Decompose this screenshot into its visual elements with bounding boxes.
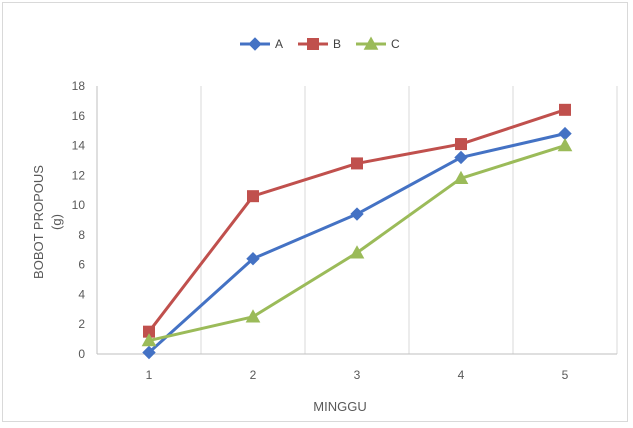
data-point-b — [247, 190, 259, 203]
y-axis-title-line1: BOBOT PROPOUS — [31, 165, 46, 279]
data-point-b — [351, 157, 363, 170]
gridlines — [200, 86, 618, 354]
legend-item-c: C — [356, 36, 400, 51]
y-axis-title-line2: (g) — [49, 214, 64, 230]
legend-label-c: C — [391, 37, 400, 51]
x-tick-label: 2 — [250, 368, 257, 382]
data-point-c — [141, 333, 157, 347]
series-b — [143, 103, 571, 338]
legend-marker-a — [248, 37, 262, 51]
y-tick-label: 14 — [72, 139, 86, 153]
data-point-b — [559, 103, 571, 116]
y-tick-label: 10 — [72, 198, 86, 212]
legend-item-b: B — [298, 37, 341, 51]
data-point-a — [558, 126, 572, 141]
series-c — [141, 138, 573, 347]
x-tick-label: 3 — [354, 368, 361, 382]
x-tick-label: 5 — [562, 368, 569, 382]
data-point-a — [246, 252, 260, 266]
y-tick-labels: 0 2 4 6 8 10 12 14 16 18 — [72, 79, 86, 361]
data-point-c — [557, 138, 573, 152]
legend-marker-c — [363, 36, 379, 50]
data-point-b — [455, 138, 467, 151]
legend: A B C — [240, 36, 400, 51]
legend-item-a: A — [240, 37, 283, 51]
legend-label-a: A — [275, 37, 283, 51]
series-group — [141, 103, 573, 360]
x-tick-labels: 1 2 3 4 5 — [146, 368, 569, 382]
y-tick-label: 18 — [72, 79, 86, 93]
data-point-a — [350, 207, 364, 221]
y-tick-label: 8 — [78, 228, 85, 242]
chart-frame — [2, 2, 628, 422]
y-tick-label: 12 — [72, 168, 86, 182]
data-point-c — [349, 245, 365, 259]
legend-label-b: B — [333, 37, 341, 51]
y-tick-label: 0 — [78, 347, 85, 361]
legend-marker-b — [307, 38, 319, 50]
data-point-c — [245, 309, 261, 323]
x-axis-title: MINGGU — [313, 399, 366, 414]
y-tick-label: 2 — [78, 317, 85, 331]
y-tick-label: 16 — [72, 109, 86, 123]
data-point-a — [454, 150, 468, 165]
series-line-c — [148, 144, 566, 343]
x-tick-label: 4 — [458, 368, 465, 382]
data-point-a — [142, 345, 156, 360]
x-tick-label: 1 — [146, 368, 153, 382]
axes — [96, 86, 617, 355]
y-tick-label: 4 — [78, 287, 85, 301]
y-tick-label: 6 — [78, 258, 85, 272]
data-point-c — [453, 170, 469, 185]
